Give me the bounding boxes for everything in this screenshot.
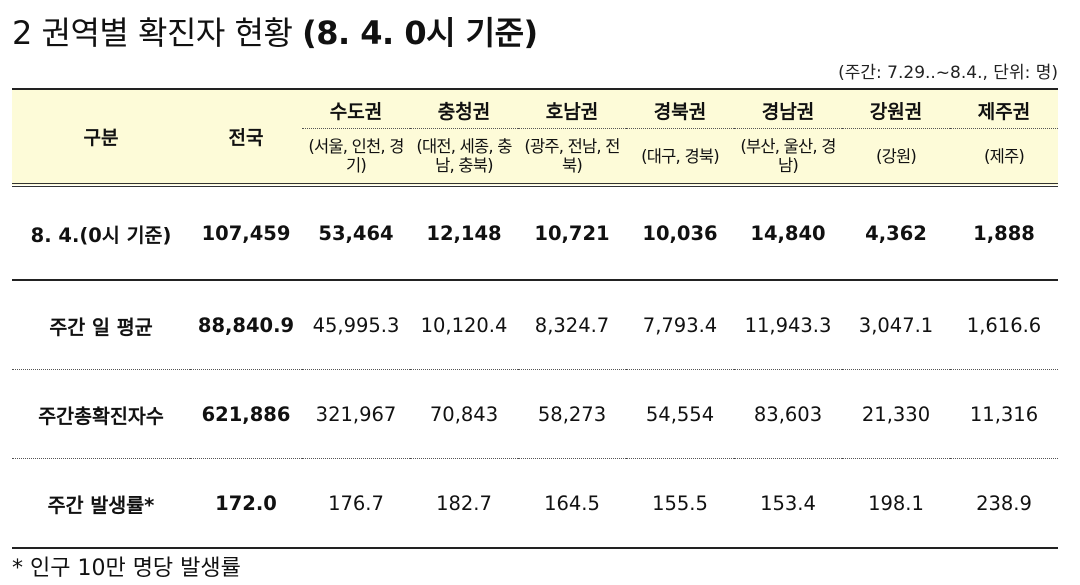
row-label: 8. 4.(0시 기준) (12, 185, 190, 281)
region-value: 10,721 (518, 185, 626, 281)
row-label: 주간 일 평균 (12, 280, 190, 370)
region-value: 176.7 (302, 458, 410, 549)
header-region-name: 경남권 (734, 89, 842, 129)
footnote: * 인구 10만 명당 발생률 (12, 556, 241, 581)
header-region-name: 경북권 (626, 89, 734, 129)
region-value: 70,843 (410, 369, 518, 459)
region-value: 21,330 (842, 369, 950, 459)
region-value: 45,995.3 (302, 280, 410, 370)
region-value: 11,943.3 (734, 280, 842, 370)
region-value: 8,324.7 (518, 280, 626, 370)
region-value: 4,362 (842, 185, 950, 281)
national-value: 172.0 (190, 458, 302, 549)
region-value: 182.7 (410, 458, 518, 549)
national-value: 107,459 (190, 185, 302, 281)
region-value: 1,888 (950, 185, 1058, 281)
region-value: 1,616.6 (950, 280, 1058, 370)
region-value: 58,273 (518, 369, 626, 459)
row-label: 주간총확진자수 (12, 369, 190, 459)
region-value: 11,316 (950, 369, 1058, 459)
header-region-areas: (대전, 세종, 충남, 충북) (410, 128, 518, 185)
table-row: 주간 발생률* 172.0 176.7 182.7 164.5 155.5 15… (12, 458, 1058, 549)
table-row: 8. 4.(0시 기준) 107,459 53,464 12,148 10,72… (12, 185, 1058, 281)
regional-cases-table: 구분 전국 수도권 충청권 호남권 경북권 경남권 강원권 제주권 (서울, 인… (12, 88, 1058, 549)
header-region-areas: (제주) (950, 128, 1058, 185)
header-region-areas: (광주, 전남, 전북) (518, 128, 626, 185)
national-value: 88,840.9 (190, 280, 302, 370)
header-region-name: 제주권 (950, 89, 1058, 129)
region-value: 53,464 (302, 185, 410, 281)
page-title: 2 권역별 확진자 현황 (8. 4. 0시 기준) (12, 8, 538, 54)
region-value: 164.5 (518, 458, 626, 549)
header-region-name: 호남권 (518, 89, 626, 129)
region-value: 198.1 (842, 458, 950, 549)
header-region-name: 충청권 (410, 89, 518, 129)
row-label: 주간 발생률* (12, 458, 190, 549)
region-value: 238.9 (950, 458, 1058, 549)
region-value: 3,047.1 (842, 280, 950, 370)
title-date: (8. 4. 0시 기준) (302, 14, 538, 52)
region-value: 7,793.4 (626, 280, 734, 370)
region-value: 153.4 (734, 458, 842, 549)
region-value: 54,554 (626, 369, 734, 459)
header-region-areas: (서울, 인천, 경기) (302, 128, 410, 185)
header-row-areas: (서울, 인천, 경기) (대전, 세종, 충남, 충북) (광주, 전남, 전… (12, 128, 1058, 185)
header-national: 전국 (190, 89, 302, 185)
region-value: 155.5 (626, 458, 734, 549)
region-value: 14,840 (734, 185, 842, 281)
table-row: 주간 일 평균 88,840.9 45,995.3 10,120.4 8,324… (12, 280, 1058, 370)
region-value: 12,148 (410, 185, 518, 281)
region-value: 83,603 (734, 369, 842, 459)
unit-note: (주간: 7.29..~8.4., 단위: 명) (838, 63, 1058, 83)
region-value: 321,967 (302, 369, 410, 459)
national-value: 621,886 (190, 369, 302, 459)
header-row-regions: 구분 전국 수도권 충청권 호남권 경북권 경남권 강원권 제주권 (12, 89, 1058, 185)
header-region-name: 강원권 (842, 89, 950, 129)
region-value: 10,036 (626, 185, 734, 281)
region-value: 10,120.4 (410, 280, 518, 370)
table-row: 주간총확진자수 621,886 321,967 70,843 58,273 54… (12, 369, 1058, 459)
header-region-areas: (강원) (842, 128, 950, 185)
header-region-name: 수도권 (302, 89, 410, 129)
header-corner: 구분 (12, 89, 190, 185)
header-region-areas: (대구, 경북) (626, 128, 734, 185)
title-main: 2 권역별 확진자 현황 (12, 14, 303, 52)
header-region-areas: (부산, 울산, 경남) (734, 128, 842, 185)
